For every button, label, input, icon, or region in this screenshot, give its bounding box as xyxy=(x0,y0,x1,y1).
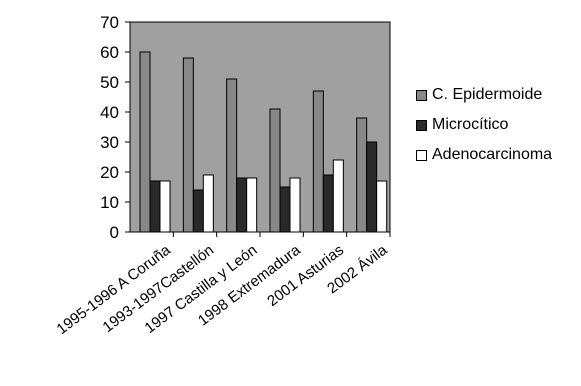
legend-swatch-adenocarcinoma xyxy=(416,149,427,161)
legend-item-adenocarcinoma: Adenocarcinoma xyxy=(416,140,552,170)
legend-label-adenocarcinoma: Adenocarcinoma xyxy=(432,146,553,163)
y-tick-label: 60 xyxy=(100,43,119,62)
bar-microcitico xyxy=(366,141,378,233)
bar-epidermoide xyxy=(139,51,151,233)
legend: C. Epidermoide Microcítico Adenocarcinom… xyxy=(416,80,552,170)
bar-microcitico xyxy=(192,189,204,233)
bar-adenocarcinoma xyxy=(246,177,258,233)
plot-area xyxy=(129,21,391,233)
y-tick-label: 20 xyxy=(100,163,119,182)
y-axis: 0 10 20 30 40 50 60 70 xyxy=(100,13,130,242)
y-tick-label: 50 xyxy=(100,73,119,92)
bar-epidermoide xyxy=(226,78,238,233)
y-tick-label: 10 xyxy=(100,193,119,212)
x-axis: 1995-1996 A Coruña1993-1997Castellón1997… xyxy=(54,232,391,338)
legend-item-epidermoide: C. Epidermoide xyxy=(416,80,552,110)
bar-epidermoide xyxy=(356,117,368,233)
legend-swatch-microcitico xyxy=(416,119,427,131)
bars-group xyxy=(139,51,388,233)
y-tick-label: 70 xyxy=(100,13,119,32)
bar-epidermoide xyxy=(182,57,194,233)
y-tick-label: 0 xyxy=(110,223,119,242)
bar-adenocarcinoma xyxy=(332,159,344,233)
bar-adenocarcinoma xyxy=(202,174,214,233)
bar-epidermoide xyxy=(269,108,281,233)
y-tick-label: 30 xyxy=(100,133,119,152)
legend-label-microcitico: Microcítico xyxy=(432,116,509,133)
bar-adenocarcinoma xyxy=(159,180,171,233)
bar-microcitico xyxy=(279,186,291,233)
legend-label-epidermoide: C. Epidermoide xyxy=(432,86,543,103)
legend-swatch-epidermoide xyxy=(416,89,427,101)
bar-microcitico xyxy=(149,180,161,233)
bar-microcitico xyxy=(236,177,248,233)
bar-adenocarcinoma xyxy=(289,177,301,233)
bar-adenocarcinoma xyxy=(376,180,388,233)
y-tick-label: 40 xyxy=(100,103,119,122)
bar-microcitico xyxy=(322,174,334,233)
bar-epidermoide xyxy=(312,90,324,233)
legend-item-microcitico: Microcítico xyxy=(416,110,552,140)
